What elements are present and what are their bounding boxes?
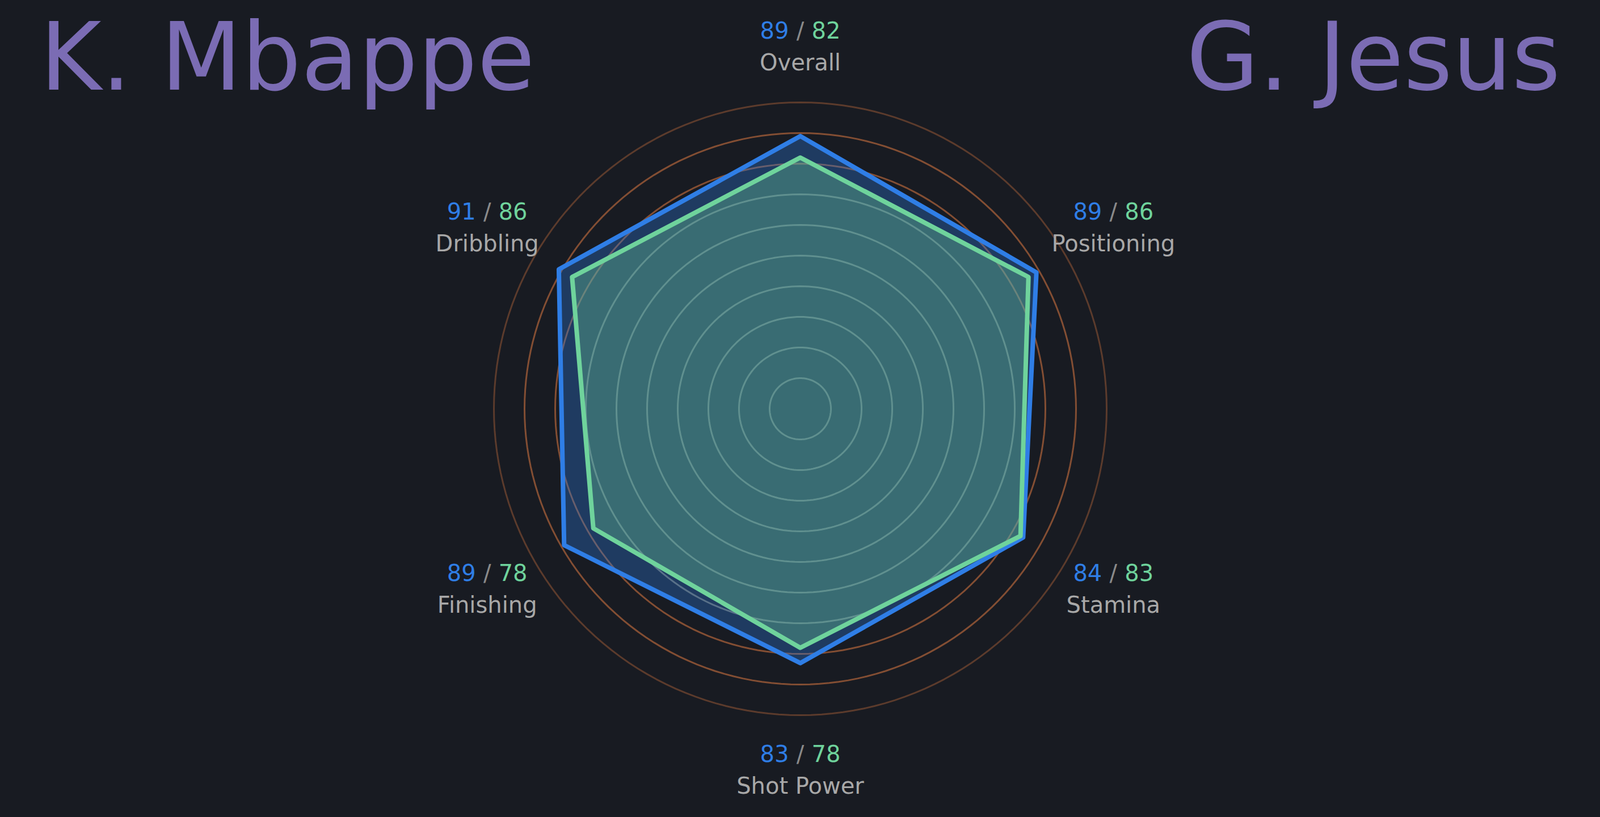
svg-text:91: 91 — [447, 198, 477, 225]
svg-text:Overall: Overall — [759, 49, 841, 76]
svg-text:86: 86 — [1124, 198, 1154, 225]
svg-text:Finishing: Finishing — [437, 591, 538, 618]
svg-text:/: / — [796, 740, 805, 768]
svg-text:84: 84 — [1072, 560, 1102, 587]
svg-text:Dribbling: Dribbling — [435, 230, 540, 257]
svg-text:Positioning: Positioning — [1051, 230, 1176, 257]
svg-text:78: 78 — [498, 560, 528, 587]
svg-text:Shot Power: Shot Power — [736, 772, 865, 799]
svg-text:86: 86 — [498, 198, 528, 225]
svg-text:89: 89 — [760, 17, 790, 44]
svg-text:83: 83 — [1124, 560, 1154, 587]
svg-text:K. Mbappe: K. Mbappe — [40, 2, 536, 112]
svg-text:89: 89 — [1072, 198, 1102, 225]
svg-text:82: 82 — [811, 17, 841, 44]
svg-text:/: / — [483, 560, 492, 587]
svg-text:/: / — [796, 17, 805, 44]
svg-text:78: 78 — [811, 740, 841, 768]
svg-text:Stamina: Stamina — [1066, 591, 1161, 618]
svg-text:/: / — [1109, 198, 1118, 225]
svg-text:83: 83 — [760, 740, 790, 768]
svg-text:/: / — [1109, 560, 1118, 587]
svg-text:89: 89 — [447, 560, 477, 587]
svg-text:/: / — [483, 198, 492, 225]
svg-text:G. Jesus: G. Jesus — [1186, 2, 1561, 112]
